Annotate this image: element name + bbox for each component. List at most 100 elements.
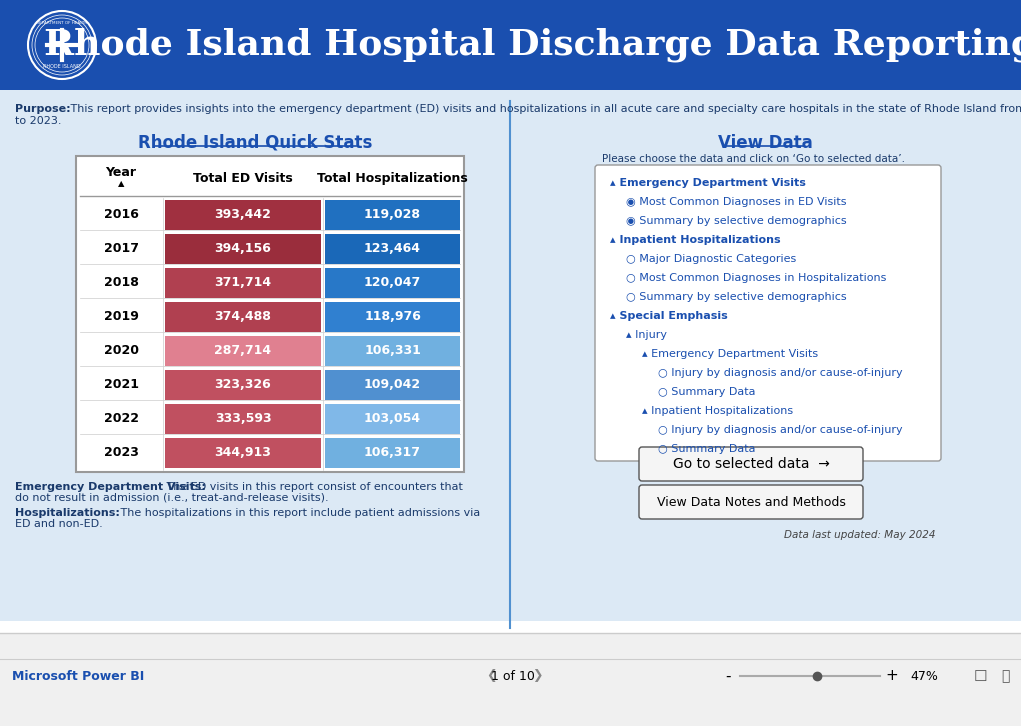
Text: Go to selected data  →: Go to selected data → — [673, 457, 829, 471]
Text: ○ Most Common Diagnoses in Hospitalizations: ○ Most Common Diagnoses in Hospitalizati… — [626, 273, 886, 283]
Text: do not result in admission (i.e., treat-and-release visits).: do not result in admission (i.e., treat-… — [15, 493, 329, 503]
Text: 333,593: 333,593 — [214, 412, 272, 425]
Text: ▴ Inpatient Hospitalizations: ▴ Inpatient Hospitalizations — [642, 406, 793, 416]
FancyBboxPatch shape — [325, 200, 460, 230]
Text: ○ Summary Data: ○ Summary Data — [658, 444, 756, 454]
FancyBboxPatch shape — [0, 621, 1021, 633]
FancyBboxPatch shape — [595, 165, 941, 461]
FancyBboxPatch shape — [80, 336, 161, 366]
Text: ▲: ▲ — [117, 179, 125, 188]
FancyBboxPatch shape — [165, 336, 321, 366]
FancyBboxPatch shape — [165, 268, 321, 298]
Text: 106,317: 106,317 — [364, 446, 421, 460]
Text: Emergency Department Visits:: Emergency Department Visits: — [15, 482, 206, 492]
Text: 394,156: 394,156 — [214, 242, 272, 256]
Text: DEPARTMENT OF HEALTH: DEPARTMENT OF HEALTH — [37, 21, 88, 25]
Text: Microsoft Power BI: Microsoft Power BI — [12, 669, 144, 682]
Text: Year: Year — [105, 166, 137, 179]
FancyBboxPatch shape — [80, 234, 161, 264]
Text: ED and non-ED.: ED and non-ED. — [15, 519, 103, 529]
Text: View Data: View Data — [718, 134, 813, 152]
FancyBboxPatch shape — [325, 438, 460, 468]
Text: ☐: ☐ — [973, 669, 987, 683]
Text: 47%: 47% — [910, 669, 938, 682]
Text: ○ Injury by diagnosis and/or cause-of-injury: ○ Injury by diagnosis and/or cause-of-in… — [658, 368, 903, 378]
Text: 2023: 2023 — [104, 446, 139, 460]
Text: ○ Summary by selective demographics: ○ Summary by selective demographics — [626, 292, 846, 302]
Text: Rhode Island Hospital Discharge Data Reporting: Rhode Island Hospital Discharge Data Rep… — [44, 28, 1021, 62]
FancyBboxPatch shape — [165, 200, 321, 230]
Text: ▴ Injury: ▴ Injury — [626, 330, 667, 340]
Text: Rhode Island Quick Stats: Rhode Island Quick Stats — [138, 134, 373, 152]
Text: 120,047: 120,047 — [363, 277, 421, 290]
Text: Purpose:: Purpose: — [15, 104, 70, 114]
Text: View Data Notes and Methods: View Data Notes and Methods — [657, 496, 845, 508]
FancyBboxPatch shape — [0, 0, 1021, 90]
Text: +: + — [885, 669, 898, 683]
Text: 119,028: 119,028 — [364, 208, 421, 221]
Text: 1 of 10: 1 of 10 — [491, 669, 535, 682]
FancyBboxPatch shape — [80, 438, 161, 468]
Text: Total Hospitalizations: Total Hospitalizations — [318, 172, 468, 185]
Text: 103,054: 103,054 — [363, 412, 421, 425]
Text: ○ Summary Data: ○ Summary Data — [658, 387, 756, 397]
FancyBboxPatch shape — [325, 268, 460, 298]
Text: ❯: ❯ — [532, 669, 542, 682]
FancyBboxPatch shape — [76, 156, 464, 472]
Text: Data last updated: May 2024: Data last updated: May 2024 — [783, 530, 935, 540]
Text: ▴ Emergency Department Visits: ▴ Emergency Department Visits — [642, 349, 818, 359]
FancyBboxPatch shape — [325, 404, 460, 434]
Text: 371,714: 371,714 — [214, 277, 272, 290]
Text: The hospitalizations in this report include patient admissions via: The hospitalizations in this report incl… — [117, 508, 480, 518]
Text: 323,326: 323,326 — [214, 378, 272, 391]
Text: ▴ Emergency Department Visits: ▴ Emergency Department Visits — [610, 178, 806, 188]
Text: 344,913: 344,913 — [214, 446, 272, 460]
FancyBboxPatch shape — [639, 447, 863, 481]
Text: 2016: 2016 — [104, 208, 139, 221]
Text: Hospitalizations:: Hospitalizations: — [15, 508, 119, 518]
Text: 123,464: 123,464 — [364, 242, 421, 256]
Text: RHODE ISLAND: RHODE ISLAND — [43, 65, 81, 70]
Text: 2022: 2022 — [104, 412, 139, 425]
Text: ▴ Inpatient Hospitalizations: ▴ Inpatient Hospitalizations — [610, 235, 781, 245]
FancyBboxPatch shape — [80, 302, 161, 332]
Text: ○ Major Diagnostic Categories: ○ Major Diagnostic Categories — [626, 254, 796, 264]
FancyBboxPatch shape — [325, 336, 460, 366]
Text: 2018: 2018 — [104, 277, 139, 290]
FancyBboxPatch shape — [80, 268, 161, 298]
Text: Please choose the data and click on ‘Go to selected data’.: Please choose the data and click on ‘Go … — [602, 154, 905, 164]
FancyBboxPatch shape — [325, 370, 460, 400]
Text: 374,488: 374,488 — [214, 311, 272, 324]
Text: 393,442: 393,442 — [214, 208, 272, 221]
Text: The ED visits in this report consist of encounters that: The ED visits in this report consist of … — [163, 482, 463, 492]
Text: ○ Injury by diagnosis and/or cause-of-injury: ○ Injury by diagnosis and/or cause-of-in… — [658, 425, 903, 435]
FancyBboxPatch shape — [80, 200, 161, 230]
FancyBboxPatch shape — [165, 302, 321, 332]
FancyBboxPatch shape — [165, 370, 321, 400]
FancyBboxPatch shape — [325, 234, 460, 264]
Text: 106,331: 106,331 — [364, 345, 421, 357]
FancyBboxPatch shape — [0, 633, 1021, 726]
Text: 109,042: 109,042 — [363, 378, 421, 391]
Text: 118,976: 118,976 — [364, 311, 421, 324]
FancyBboxPatch shape — [165, 438, 321, 468]
FancyBboxPatch shape — [80, 370, 161, 400]
Text: 2021: 2021 — [104, 378, 139, 391]
Text: 2019: 2019 — [104, 311, 139, 324]
Text: ⤢: ⤢ — [1001, 669, 1009, 683]
Text: -: - — [725, 669, 731, 683]
Text: ❮: ❮ — [486, 669, 496, 682]
Text: to 2023.: to 2023. — [15, 116, 61, 126]
Text: This report provides insights into the emergency department (ED) visits and hosp: This report provides insights into the e… — [67, 104, 1021, 114]
FancyBboxPatch shape — [0, 90, 1021, 726]
FancyBboxPatch shape — [165, 404, 321, 434]
Text: ▴ Special Emphasis: ▴ Special Emphasis — [610, 311, 728, 321]
FancyBboxPatch shape — [325, 302, 460, 332]
Text: ◉ Summary by selective demographics: ◉ Summary by selective demographics — [626, 216, 846, 226]
FancyBboxPatch shape — [639, 485, 863, 519]
Text: Total ED Visits: Total ED Visits — [193, 172, 293, 185]
Text: 287,714: 287,714 — [214, 345, 272, 357]
Text: 2017: 2017 — [104, 242, 139, 256]
FancyBboxPatch shape — [80, 404, 161, 434]
FancyBboxPatch shape — [165, 234, 321, 264]
